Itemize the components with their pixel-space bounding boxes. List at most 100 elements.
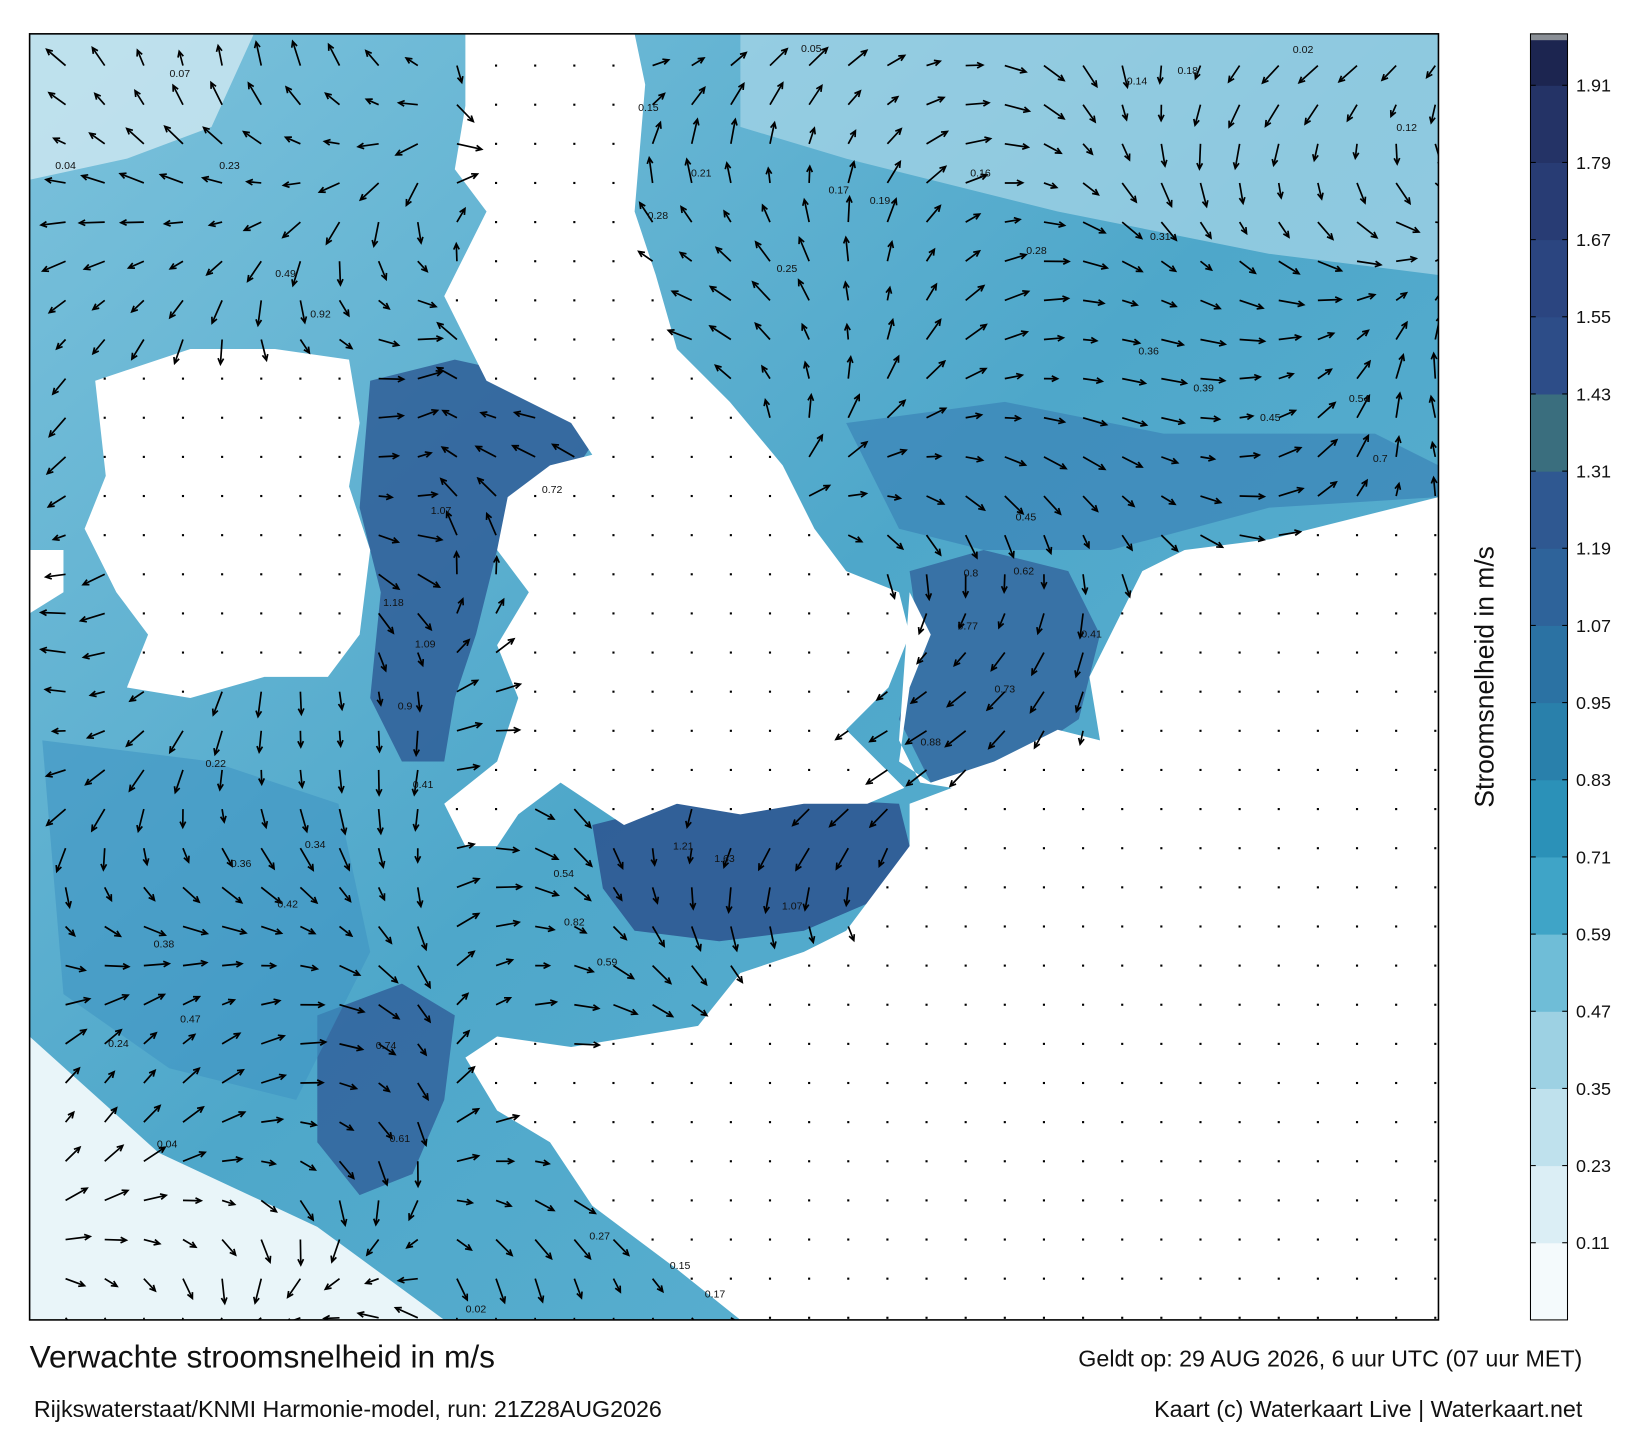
current-arrow	[1082, 65, 1098, 89]
speed-label: 0.62	[1014, 565, 1035, 577]
current-arrow	[327, 42, 341, 66]
grid-dot	[1160, 1003, 1163, 1006]
speed-label: 0.07	[170, 68, 191, 80]
current-arrow	[886, 534, 905, 551]
current-arrow	[808, 484, 832, 497]
grid-dot	[1238, 573, 1241, 576]
grid-dot	[964, 1003, 967, 1006]
grid-dot	[1160, 808, 1163, 811]
current-arrow	[177, 49, 184, 66]
grid-dot	[768, 1081, 772, 1085]
grid-dot	[651, 729, 654, 732]
current-arrow	[317, 182, 340, 194]
current-arrow	[260, 1239, 272, 1264]
grid-dot	[886, 1160, 889, 1163]
current-arrow	[210, 80, 223, 106]
current-arrow	[378, 338, 401, 348]
grid-dot	[455, 808, 458, 811]
current-arrow	[965, 249, 982, 262]
current-arrow	[417, 612, 433, 632]
grid-dot	[495, 142, 498, 145]
grid-dot	[573, 181, 576, 185]
current-arrow	[104, 1277, 119, 1288]
grid-dot	[729, 573, 732, 576]
grid-dot	[1121, 1042, 1124, 1045]
current-arrow	[1356, 394, 1371, 419]
current-arrow	[886, 354, 900, 380]
current-arrow	[1393, 143, 1401, 166]
land	[444, 33, 910, 847]
grid-dot	[1121, 612, 1124, 615]
grid-dot	[808, 1277, 811, 1280]
grid-dot	[573, 534, 576, 537]
speed-label: 0.25	[777, 263, 798, 275]
grid-dot	[651, 808, 654, 811]
grid-dot	[808, 1160, 811, 1163]
grid-dot	[808, 768, 811, 772]
current-arrow	[372, 1200, 380, 1227]
speed-label: 0.41	[1081, 629, 1102, 641]
current-arrow	[926, 452, 943, 460]
grid-dot	[651, 1238, 654, 1241]
grid-dot	[1316, 1121, 1319, 1124]
current-arrow	[1033, 730, 1045, 750]
grid-dot	[1395, 534, 1398, 537]
speed-label: 0.12	[1396, 122, 1417, 134]
current-arrow	[680, 205, 693, 223]
grid-dot	[808, 612, 811, 615]
current-arrow	[182, 925, 210, 936]
grid-dot	[847, 1121, 850, 1124]
current-arrow	[125, 127, 145, 145]
grid-dot	[1042, 1277, 1045, 1280]
current-arrow	[172, 83, 184, 106]
current-arrow	[417, 573, 442, 588]
current-arrow	[723, 209, 732, 223]
current-arrow	[1160, 143, 1168, 168]
current-arrow	[260, 808, 269, 830]
grid-dot	[808, 1081, 811, 1085]
current-arrow	[182, 847, 190, 864]
current-arrow	[886, 127, 903, 145]
current-arrow	[221, 1032, 242, 1045]
colorbar-tick-label: 1.91	[1576, 76, 1611, 96]
current-arrow	[182, 1067, 201, 1084]
current-arrow	[104, 1189, 130, 1202]
current-arrow	[573, 1199, 597, 1215]
grid-dot	[103, 416, 106, 419]
current-arrow	[39, 646, 66, 654]
current-arrow	[1317, 401, 1337, 419]
current-arrow	[378, 964, 399, 984]
grid-dot	[1082, 1081, 1085, 1085]
colorbar-band	[1530, 471, 1568, 549]
current-arrow	[495, 637, 516, 654]
grid-dot	[1160, 612, 1163, 615]
grid-dot	[1238, 1003, 1241, 1006]
current-arrow	[339, 925, 354, 938]
grid-dot	[690, 1160, 693, 1163]
grid-dot	[495, 338, 498, 341]
speed-labels: 0.07 0.04 0.23 0.49 0.92 0.15 0.21 0.28 0.25 0.17…	[55, 43, 1417, 1316]
current-arrow	[761, 203, 771, 223]
grid-dot	[690, 1042, 693, 1045]
current-arrow	[440, 446, 458, 458]
current-arrow	[1160, 260, 1178, 273]
current-arrow	[435, 366, 458, 380]
grid-dot	[808, 534, 811, 537]
current-arrow	[1317, 260, 1344, 272]
grid-dot	[338, 534, 341, 537]
current-arrow	[765, 166, 773, 184]
speed-label: 1.21	[673, 840, 694, 852]
grid-dot	[925, 1238, 928, 1241]
grid-dot	[534, 221, 537, 224]
current-arrow	[730, 117, 738, 144]
grid-dot	[964, 1277, 967, 1280]
current-arrow	[886, 574, 897, 601]
grid-dot	[1434, 573, 1437, 576]
grid-dot	[964, 1199, 967, 1202]
current-arrow	[393, 1306, 419, 1319]
grid-dot	[495, 221, 498, 224]
current-arrow	[378, 375, 406, 383]
current-arrow	[925, 574, 933, 602]
current-arrow	[456, 1198, 475, 1206]
grid-dot	[573, 729, 576, 732]
